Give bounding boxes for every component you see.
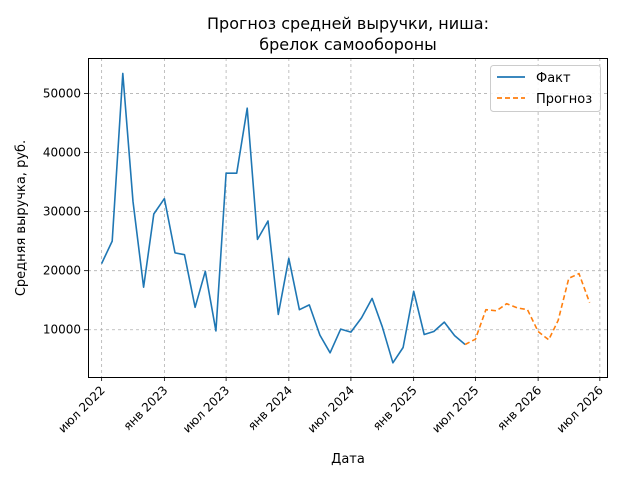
series-0 (100, 72, 466, 364)
x-tick-label: июл 2026 (554, 383, 606, 435)
x-tick-label: янв 2026 (494, 383, 544, 433)
x-tick-label: июл 2022 (55, 383, 107, 435)
series-1 (464, 272, 591, 346)
legend-label-forecast: Прогноз (536, 92, 592, 107)
y-tick-label: 30000 (43, 205, 81, 219)
chart-title-line-2: брелок самообороны (259, 35, 437, 54)
y-tick-label: 50000 (43, 86, 81, 100)
y-tick-label: 10000 (43, 323, 81, 337)
x-tick-label: янв 2025 (370, 383, 420, 433)
x-tick-label: июл 2025 (429, 383, 481, 435)
x-tick-label: янв 2024 (245, 383, 295, 433)
series-layer (100, 72, 591, 364)
grid (88, 58, 607, 377)
x-axis-label: Дата (331, 452, 365, 467)
y-axis-label: Средняя выручка, руб. (14, 140, 29, 296)
x-tick-label: июл 2024 (305, 383, 357, 435)
legend-label-fact: Факт (536, 71, 571, 86)
chart-title: Прогноз средней выручки, ниша: брелок са… (207, 14, 489, 54)
series-line (100, 72, 466, 364)
y-tick-label: 40000 (43, 146, 81, 160)
legend: Факт Прогноз (490, 65, 601, 112)
y-tick-label: 20000 (43, 264, 81, 278)
y-axis: 10000 20000 30000 40000 50000 (43, 86, 88, 337)
x-tick-label: июл 2023 (180, 383, 232, 435)
x-axis: июл 2022 янв 2023 июл 2023 янв 2024 июл 2024… (55, 377, 606, 436)
chart-title-line-1: Прогноз средней выручки, ниша: (207, 14, 489, 33)
series-line (464, 272, 591, 346)
plot-frame (88, 58, 608, 378)
x-tick-label: янв 2023 (121, 383, 171, 433)
